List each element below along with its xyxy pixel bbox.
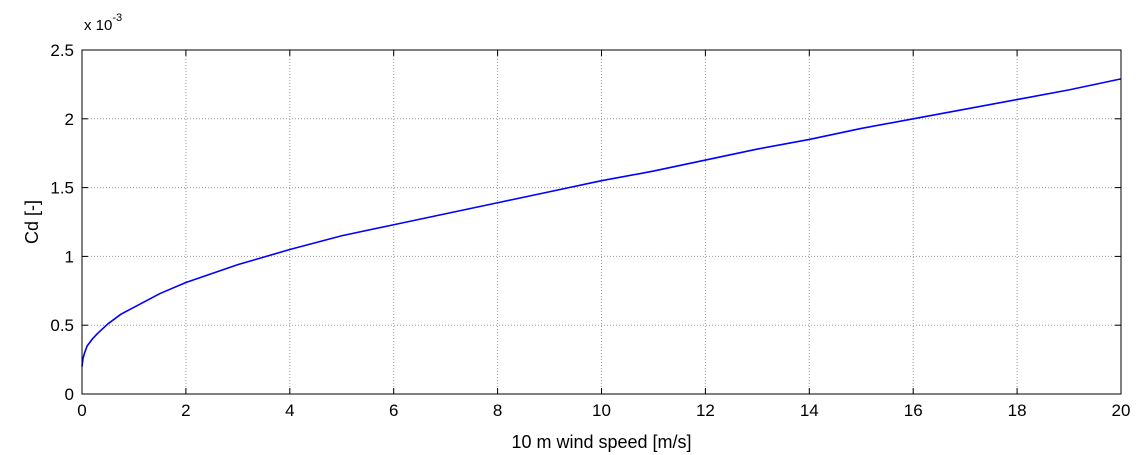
x-tick-label: 2 — [181, 401, 190, 420]
x-tick-label: 14 — [800, 401, 819, 420]
y-tick-label: 1 — [65, 247, 74, 266]
y-tick-label: 2 — [65, 110, 74, 129]
x-tick-label: 4 — [285, 401, 294, 420]
series-line — [81, 78, 1122, 367]
y-axis-multiplier-base: x 10 — [84, 17, 112, 34]
y-tick-label: 1.5 — [50, 179, 74, 198]
x-tick-label: 12 — [696, 401, 715, 420]
tick-labels: 0 2 4 6 8 10 12 14 16 18 20 0 0.5 1 1.5 2 2.5 — [50, 41, 1130, 420]
x-tick-label: 6 — [389, 401, 398, 420]
y-tick-label: 2.5 — [50, 41, 74, 60]
x-tick-label: 16 — [904, 401, 923, 420]
y-axis-multiplier-exponent: -3 — [112, 12, 122, 24]
grid — [82, 50, 1121, 394]
y-axis-multiplier: x 10-3 — [84, 12, 122, 34]
ticks — [81, 49, 1122, 395]
x-tick-label: 8 — [493, 401, 502, 420]
y-tick-label: 0.5 — [50, 316, 74, 335]
x-axis-label: 10 m wind speed [m/s] — [511, 432, 691, 452]
y-axis-label: Cd [-] — [22, 200, 42, 244]
series-layer — [81, 78, 1122, 367]
x-tick-label: 10 — [592, 401, 611, 420]
x-tick-label: 18 — [1008, 401, 1027, 420]
y-tick-label: 0 — [65, 385, 74, 404]
x-tick-label: 20 — [1112, 401, 1131, 420]
x-tick-label: 0 — [77, 401, 86, 420]
